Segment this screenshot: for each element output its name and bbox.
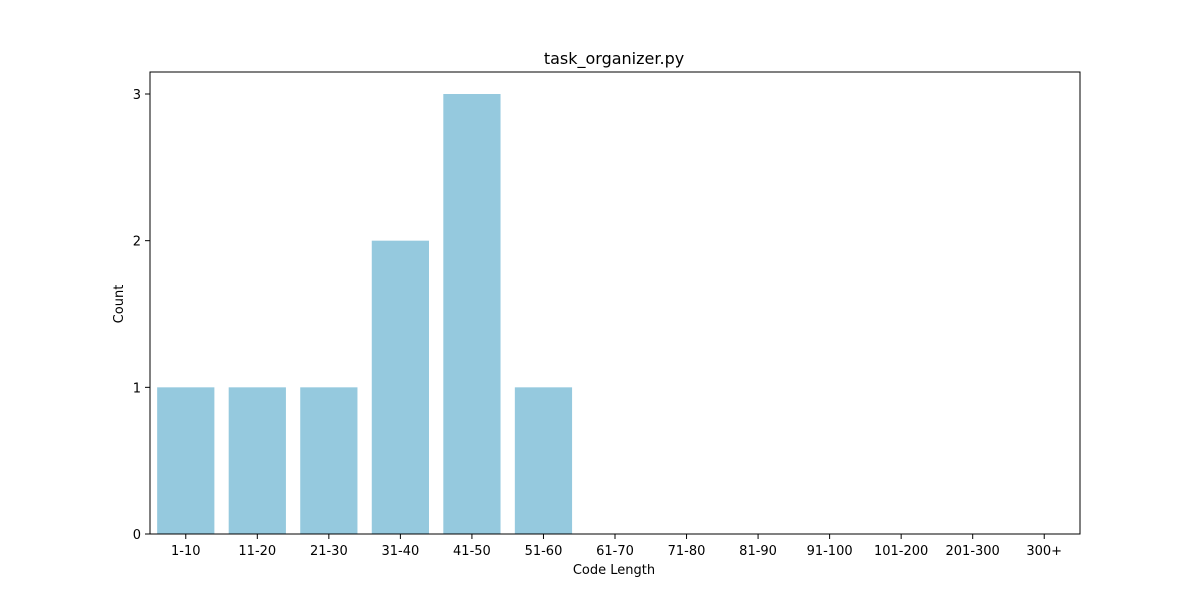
- y-tick-label-0: 0: [133, 528, 141, 543]
- y-axis-label: Count: [112, 285, 127, 324]
- bar-41-50: [443, 94, 501, 534]
- bar-51-60: [514, 387, 573, 534]
- x-tick-label-1-10: 1-10: [171, 544, 201, 559]
- bar-11-20: [228, 387, 286, 534]
- x-tick-label-71-80: 71-80: [668, 544, 706, 559]
- y-tick-label-2: 2: [133, 235, 141, 250]
- x-tick-label-91-100: 91-100: [807, 544, 853, 559]
- x-tick-label-201-300: 201-300: [946, 544, 1000, 559]
- chart-title: task_organizer.py: [544, 49, 684, 69]
- plot-frame: [149, 71, 1081, 535]
- x-tick-label-101-200: 101-200: [874, 544, 928, 559]
- x-tick-label-11-20: 11-20: [238, 544, 276, 559]
- bar-31-40: [371, 240, 429, 534]
- x-tick-label-21-30: 21-30: [310, 544, 348, 559]
- x-tick-label-41-50: 41-50: [453, 544, 491, 559]
- x-tick-label-31-40: 31-40: [381, 544, 419, 559]
- x-tick-label-61-70: 61-70: [596, 544, 634, 559]
- x-tick-label-81-90: 81-90: [739, 544, 777, 559]
- x-tick-label-300+: 300+: [1026, 544, 1062, 559]
- y-tick-label-3: 3: [133, 88, 141, 103]
- bar-21-30: [300, 387, 358, 534]
- x-axis-label: Code Length: [573, 563, 655, 578]
- plot-area: 1-10 11-20 21-30 31-40 41-50 51-60 61-70 71-80 8…: [133, 71, 1081, 559]
- x-tick-label-51-60: 51-60: [525, 544, 563, 559]
- y-tick-label-1: 1: [133, 381, 141, 396]
- bar-1-10: [157, 387, 215, 534]
